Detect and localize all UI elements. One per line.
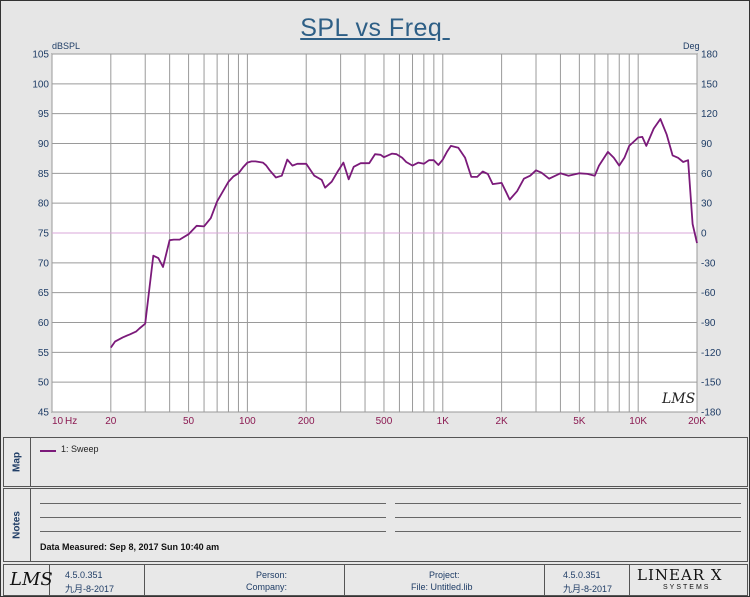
y-tick-label-right: 30 — [701, 199, 713, 210]
y-tick-label-right: 90 — [701, 139, 713, 150]
x-unit: Hz — [65, 416, 77, 427]
version-left: 4.5.0.351 — [65, 570, 103, 580]
note-line[interactable] — [395, 531, 741, 532]
footer-project-cell: Project: File: Untitled.lib — [344, 565, 545, 595]
legend-swatch-sweep — [40, 450, 56, 452]
footer-person-cell: Person: Company: — [144, 565, 345, 595]
file-label: File: Untitled.lib — [411, 582, 473, 592]
y-tick-label-right: 180 — [701, 50, 718, 61]
footer-bar: LMS 4.5.0.351 九月-8-2017 Person: Company:… — [3, 564, 748, 596]
y-tick-label-right: 120 — [701, 109, 718, 120]
company-label: Company: — [245, 582, 287, 592]
x-tick-label: 1K — [437, 416, 450, 427]
footer-version-cell: 4.5.0.351 九月-8-2017 — [49, 565, 145, 595]
x-tick-label: 10 — [52, 416, 64, 427]
y-tick-label: 95 — [38, 109, 50, 120]
project-label: Project: — [429, 570, 460, 580]
data-measured-text: Data Measured: Sep 8, 2017 Sun 10:40 am — [40, 542, 220, 552]
notes-tab: Notes — [4, 489, 31, 561]
footer-logo-cell: LMS — [4, 565, 53, 595]
lms-logo: LMS — [10, 569, 53, 590]
spl-chart: 1051009590858075706560555045180150120906… — [32, 41, 721, 428]
note-line[interactable] — [395, 517, 741, 518]
y-tick-label: 50 — [38, 378, 50, 389]
x-tick-label: 20K — [688, 416, 706, 427]
x-tick-label: 50 — [183, 416, 195, 427]
y-tick-label: 105 — [32, 50, 49, 61]
map-tab: Map — [4, 438, 31, 486]
x-tick-label: 2K — [495, 416, 508, 427]
y-tick-label: 90 — [38, 139, 50, 150]
x-tick-label: 200 — [298, 416, 315, 427]
y-tick-label: 100 — [32, 79, 49, 90]
y-tick-label-right: 60 — [701, 169, 713, 180]
series-line-sweep — [110, 118, 698, 349]
notes-label: Notes — [11, 511, 23, 539]
linearx-logo-cell: LINEAR X SYSTEMS — [630, 565, 747, 595]
note-line[interactable] — [40, 531, 386, 532]
y-tick-label: 60 — [38, 318, 50, 329]
note-line[interactable] — [40, 517, 386, 518]
y-tick-label: 45 — [38, 408, 50, 419]
linearx-logo: LINEAR X — [637, 566, 723, 584]
date-left: 九月-8-2017 — [65, 584, 115, 594]
y-tick-label: 70 — [38, 258, 50, 269]
y-tick-label: 75 — [38, 229, 50, 240]
x-tick-label: 10K — [629, 416, 647, 427]
y-tick-label: 55 — [38, 348, 50, 359]
x-tick-label: 20 — [105, 416, 117, 427]
y-tick-label: 85 — [38, 169, 50, 180]
y-tick-label: 65 — [38, 288, 50, 299]
map-label: Map — [11, 452, 23, 472]
y-unit-left: dBSPL — [52, 41, 80, 51]
chart-title: SPL vs Freq — [300, 14, 450, 42]
y-tick-label-right: -180 — [701, 408, 721, 419]
note-line[interactable] — [395, 503, 741, 504]
date-right: 九月-8-2017 — [563, 584, 613, 594]
map-panel: Map 1: Sweep — [3, 437, 748, 487]
y-tick-label-right: -30 — [701, 258, 716, 269]
x-tick-label: 500 — [376, 416, 393, 427]
y-tick-label-right: 0 — [701, 229, 707, 240]
y-tick-label-right: -120 — [701, 348, 721, 359]
x-tick-label: 5K — [573, 416, 586, 427]
legend-label-sweep[interactable]: 1: Sweep — [61, 444, 99, 454]
y-tick-label-right: -90 — [701, 318, 716, 329]
y-tick-label-right: 150 — [701, 79, 718, 90]
version-right: 4.5.0.351 — [563, 570, 601, 580]
y-tick-label: 80 — [38, 199, 50, 210]
notes-panel: Notes Data Measured: Sep 8, 2017 Sun 10:… — [3, 488, 748, 562]
grid — [51, 53, 698, 413]
lms-watermark: LMS — [661, 391, 695, 407]
linearx-systems-text: SYSTEMS — [663, 584, 711, 591]
person-label: Person: — [255, 570, 287, 580]
x-tick-label: 100 — [239, 416, 256, 427]
y-tick-label-right: -150 — [701, 378, 721, 389]
note-line[interactable] — [40, 503, 386, 504]
y-unit-right: Deg — [683, 41, 700, 51]
y-tick-label-right: -60 — [701, 288, 716, 299]
footer-version-right-cell: 4.5.0.351 九月-8-2017 — [544, 565, 630, 595]
axis-ticks: 1051009590858075706560555045180150120906… — [32, 50, 721, 428]
